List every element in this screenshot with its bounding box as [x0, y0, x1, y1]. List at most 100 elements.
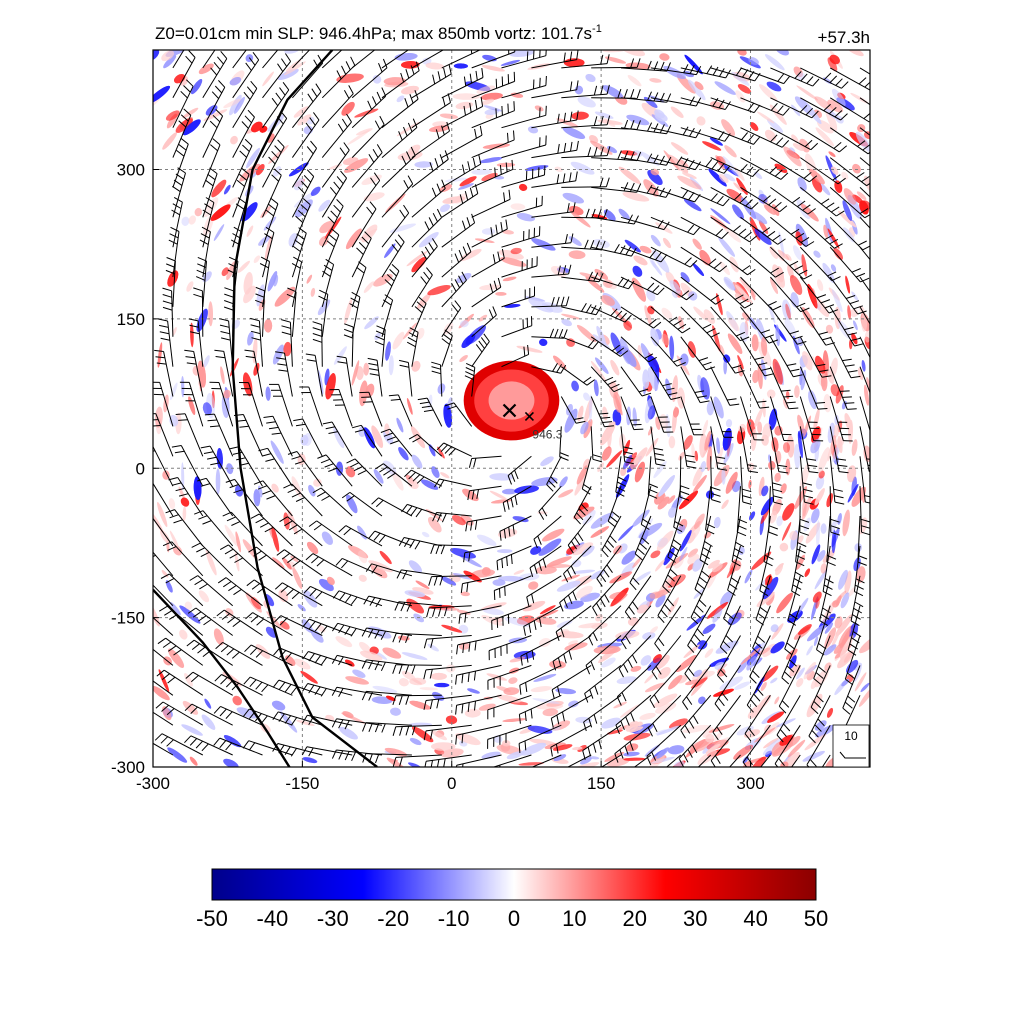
- barb-shaft: [740, 186, 780, 213]
- barb-feather: [329, 186, 337, 195]
- wind-barb: [455, 724, 502, 745]
- barb-feather: [648, 356, 657, 363]
- wind-barb: [710, 216, 758, 243]
- barb-shaft: [710, 306, 741, 342]
- vorticity-cell: [685, 679, 700, 686]
- vorticity-cell: [618, 525, 634, 541]
- vorticity-cell: [829, 357, 838, 378]
- colorbar-tick-label: -20: [377, 906, 409, 931]
- barb-feather: [308, 684, 315, 694]
- barb-feather: [567, 544, 574, 554]
- vorticity-cell: [716, 293, 723, 316]
- vorticity-cell: [634, 571, 651, 583]
- vorticity-cell: [778, 231, 785, 257]
- vorticity-cell: [816, 279, 824, 292]
- barb-feather: [706, 328, 716, 334]
- barb-feather: [671, 544, 680, 552]
- barb-shaft: [561, 276, 600, 283]
- barb-shaft: [799, 187, 837, 217]
- barb-shaft: [591, 66, 638, 69]
- vorticity-cell: [626, 114, 650, 126]
- barb-feather: [538, 511, 545, 520]
- barb-feather: [351, 424, 362, 429]
- vorticity-cell: [463, 570, 482, 583]
- vorticity-cell: [657, 667, 671, 679]
- wind-barb: [332, 590, 383, 607]
- barb-shaft: [381, 183, 414, 218]
- vorticity-cell: [404, 590, 426, 598]
- barb-feather: [598, 272, 604, 283]
- barb-feather: [592, 341, 599, 350]
- barb-feather: [720, 669, 728, 678]
- barb-feather: [492, 306, 497, 316]
- vorticity-cell: [644, 305, 652, 326]
- barb-shaft: [601, 515, 622, 551]
- vorticity-cell: [255, 163, 265, 176]
- wind-barb: [647, 456, 658, 499]
- barb-shaft: [520, 635, 562, 657]
- wind-barb: [302, 618, 353, 636]
- barb-shaft: [397, 394, 413, 427]
- barb-feather: [864, 495, 870, 498]
- barb-feather: [375, 335, 385, 341]
- barb-shaft: [411, 246, 438, 278]
- vorticity-cell: [673, 407, 679, 418]
- vorticity-cell: [524, 165, 549, 171]
- barb-feather: [369, 201, 377, 210]
- vorticity-cell: [411, 726, 434, 743]
- barb-feather: [718, 99, 725, 109]
- vorticity-cell: [716, 155, 726, 166]
- barb-shaft: [365, 753, 412, 756]
- barb-feather: [336, 70, 342, 80]
- barb-feather: [632, 577, 640, 585]
- vorticity-cell: [542, 528, 565, 542]
- wind-barb: [857, 515, 868, 566]
- wind-barb: [746, 665, 771, 713]
- barb-feather: [277, 363, 287, 366]
- vorticity-cell: [751, 334, 759, 352]
- wind-barb: [213, 737, 263, 756]
- barb-shaft: [193, 639, 233, 666]
- wind-barb: [411, 50, 445, 69]
- barb-feather: [847, 408, 857, 410]
- barb-shaft: [172, 231, 180, 278]
- barb-shaft: [680, 426, 688, 467]
- barb-feather: [877, 409, 887, 410]
- vorticity-cell: [716, 437, 721, 454]
- barb-shaft: [471, 198, 511, 218]
- barb-shaft: [307, 683, 353, 696]
- barb-feather: [803, 274, 813, 280]
- x-axis: -300 -150 0 150 300: [136, 761, 765, 793]
- wind-barb: [520, 635, 562, 666]
- barb-feather: [186, 362, 197, 365]
- wind-barb: [392, 754, 442, 767]
- barb-feather: [655, 458, 665, 461]
- wind-barb: [154, 349, 174, 397]
- vorticity-cell: [863, 384, 870, 406]
- barb-shaft: [740, 396, 755, 440]
- barb-feather: [471, 490, 475, 500]
- barb-feather: [331, 655, 338, 664]
- barb-shaft: [615, 456, 622, 493]
- barb-feather: [455, 705, 458, 715]
- barb-feather: [226, 516, 236, 522]
- barb-feather: [214, 85, 223, 94]
- barb-shaft: [471, 80, 515, 99]
- vorticity-cell: [412, 587, 434, 595]
- barb-shaft: [316, 520, 353, 547]
- wind-barb: [202, 197, 215, 248]
- barb-feather: [557, 113, 560, 124]
- vorticity-cell: [602, 85, 624, 99]
- wind-barb: [269, 383, 293, 427]
- barb-feather: [699, 559, 709, 566]
- barb-feather: [859, 208, 869, 214]
- barb-feather: [689, 64, 695, 74]
- barb-shaft: [857, 515, 861, 563]
- wind-barb: [279, 516, 323, 547]
- barb-feather: [657, 637, 665, 647]
- barb-shaft: [336, 686, 383, 696]
- vorticity-cell: [421, 531, 430, 538]
- wind-barb: [729, 754, 741, 767]
- barb-shaft: [620, 396, 635, 430]
- vorticity-cell: [373, 273, 393, 287]
